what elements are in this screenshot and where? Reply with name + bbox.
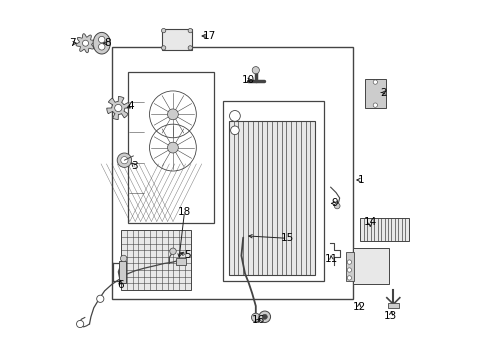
Bar: [229, 121, 315, 275]
Text: 11: 11: [325, 254, 338, 264]
Bar: [223, 101, 324, 281]
Circle shape: [229, 111, 240, 121]
Bar: [388, 303, 399, 308]
Text: 9: 9: [332, 198, 338, 208]
Text: 6: 6: [118, 280, 124, 290]
Text: 16: 16: [251, 315, 265, 325]
Circle shape: [97, 295, 104, 302]
Circle shape: [188, 28, 193, 33]
Circle shape: [347, 260, 351, 264]
Bar: [162, 29, 192, 50]
Circle shape: [252, 67, 259, 74]
Circle shape: [162, 46, 166, 50]
Bar: [112, 47, 353, 299]
Polygon shape: [107, 96, 130, 120]
Circle shape: [98, 36, 105, 43]
Bar: [346, 252, 354, 281]
Text: 4: 4: [127, 101, 134, 111]
Circle shape: [334, 203, 340, 209]
Circle shape: [262, 314, 268, 319]
Text: 8: 8: [104, 38, 111, 48]
Circle shape: [168, 142, 178, 153]
Text: 13: 13: [384, 311, 397, 321]
Text: 12: 12: [352, 302, 366, 312]
Circle shape: [231, 126, 239, 135]
Text: 3: 3: [131, 161, 137, 171]
Text: 18: 18: [178, 207, 191, 217]
Bar: [360, 218, 409, 241]
Circle shape: [76, 320, 84, 328]
Circle shape: [373, 103, 377, 107]
Circle shape: [188, 46, 193, 50]
Bar: [176, 258, 186, 265]
Circle shape: [168, 109, 178, 120]
Circle shape: [162, 28, 166, 33]
Circle shape: [259, 311, 270, 323]
Bar: [353, 248, 389, 284]
Text: 17: 17: [202, 31, 216, 41]
Bar: [365, 79, 386, 108]
Circle shape: [121, 157, 128, 164]
Ellipse shape: [93, 32, 110, 54]
Text: 1: 1: [358, 175, 364, 185]
Bar: [120, 261, 126, 283]
Circle shape: [98, 44, 105, 50]
Bar: [121, 230, 191, 290]
Polygon shape: [76, 34, 95, 53]
Text: 14: 14: [364, 217, 377, 228]
Circle shape: [251, 313, 260, 322]
Text: 10: 10: [241, 75, 254, 85]
Circle shape: [170, 248, 176, 255]
Text: 2: 2: [381, 87, 387, 98]
Circle shape: [347, 268, 351, 272]
Text: 15: 15: [281, 233, 294, 243]
Circle shape: [347, 276, 351, 280]
Circle shape: [115, 104, 122, 112]
Bar: [128, 72, 215, 223]
Text: 7: 7: [69, 38, 75, 48]
Text: 5: 5: [184, 250, 191, 260]
Circle shape: [117, 153, 132, 167]
Circle shape: [121, 255, 127, 262]
Circle shape: [82, 40, 89, 46]
Circle shape: [373, 80, 377, 84]
